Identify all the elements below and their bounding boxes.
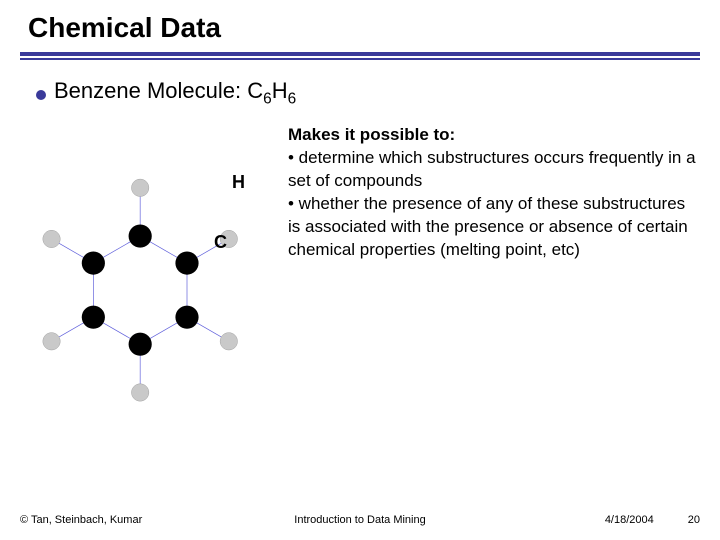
bullet-prefix: Benzene Molecule: C (54, 78, 263, 103)
footer: © Tan, Steinbach, Kumar Introduction to … (20, 514, 700, 526)
carbon-atom (129, 224, 152, 247)
benzene-diagram: H C (40, 126, 250, 406)
hydrogen-atom (131, 384, 148, 401)
slide-title: Chemical Data (0, 0, 720, 44)
molecule-svg (40, 126, 250, 406)
carbon-atom (129, 333, 152, 356)
footer-page: 20 (688, 514, 700, 526)
label-c: C (214, 232, 227, 253)
footer-left: © Tan, Steinbach, Kumar (20, 514, 142, 526)
carbon-atom (82, 252, 105, 275)
footer-date: 4/18/2004 (605, 514, 654, 526)
right-text-block: Makes it possible to: • determine which … (288, 124, 700, 262)
hydrogen-atom (131, 179, 148, 196)
hydrogen-atom (43, 230, 60, 247)
bullet-sub1: 6 (263, 90, 272, 107)
footer-mid: Introduction to Data Mining (294, 514, 425, 526)
hydrogen-atom (43, 333, 60, 350)
right-item-2: • whether the presence of any of these s… (288, 193, 700, 262)
carbon-atom (82, 306, 105, 329)
bullet-dot-icon (36, 90, 46, 100)
right-lead: Makes it possible to: (288, 124, 700, 147)
carbon-atom (175, 252, 198, 275)
divider-thick (20, 52, 700, 56)
carbon-atom (175, 306, 198, 329)
label-h: H (232, 172, 245, 193)
bullet-line: Benzene Molecule: C6H6 (36, 78, 700, 108)
bullet-mid: H (272, 78, 288, 103)
body-area: Benzene Molecule: C6H6 H C Makes it poss… (0, 60, 720, 108)
bullet-text: Benzene Molecule: C6H6 (54, 78, 296, 108)
right-item-1: • determine which substructures occurs f… (288, 147, 700, 193)
hydrogen-atom (220, 333, 237, 350)
bullet-sub2: 6 (288, 90, 297, 107)
